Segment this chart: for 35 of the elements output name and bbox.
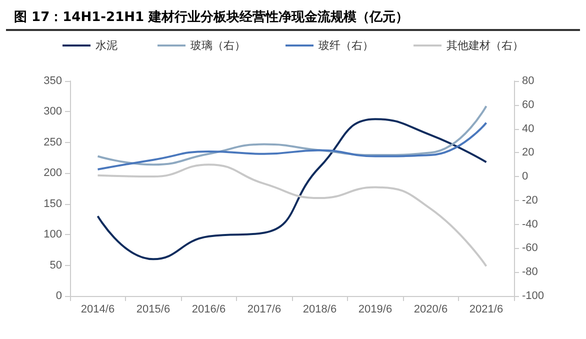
legend-label: 水泥 — [96, 39, 118, 52]
line-series — [96, 118, 488, 260]
legend-label: 玻纤（右） — [318, 39, 374, 52]
x-tick-label: 2018/6 — [302, 304, 337, 316]
chart-title: 图 17：14H1-21H1 建材行业分板块经营性净现金流规模（亿元） — [6, 0, 580, 31]
y2-tick-label: -100 — [522, 290, 544, 302]
y-tick-label: 150 — [44, 198, 62, 210]
x-tick-label: 2017/6 — [247, 304, 282, 316]
line-series — [96, 105, 488, 166]
y-tick-label: 250 — [44, 136, 62, 148]
y-tick-label: 350 — [44, 75, 62, 87]
y-tick-label: 0 — [56, 290, 62, 302]
x-tick-label: 2015/6 — [136, 304, 170, 316]
legend-label: 玻璃（右） — [190, 39, 246, 52]
x-tick-label: 2020/6 — [414, 304, 448, 316]
y2-tick-label: -80 — [522, 266, 538, 278]
y2-tick-label: -40 — [522, 218, 538, 230]
line-series — [96, 122, 488, 170]
x-tick-label: 2014/6 — [80, 304, 115, 316]
line-series — [96, 164, 488, 268]
y2-tick-label: -60 — [522, 242, 538, 254]
y2-tick-label: 60 — [522, 98, 534, 111]
y2-tick-label: 20 — [522, 146, 534, 159]
x-tick-label: 2016/6 — [192, 304, 226, 316]
legend-label: 其他建材（右） — [446, 39, 524, 52]
y2-tick-label: 40 — [522, 122, 534, 135]
y2-tick-label: -20 — [522, 194, 538, 206]
x-tick-label: 2021/6 — [469, 304, 504, 316]
y2-tick-label: 0 — [522, 170, 528, 183]
y-tick-label: 200 — [44, 167, 62, 180]
y-tick-label: 300 — [44, 106, 62, 118]
x-tick-label: 2019/6 — [358, 304, 392, 316]
y2-tick-label: 80 — [522, 75, 534, 87]
y-tick-label: 50 — [50, 259, 62, 272]
y-tick-label: 100 — [44, 228, 62, 241]
